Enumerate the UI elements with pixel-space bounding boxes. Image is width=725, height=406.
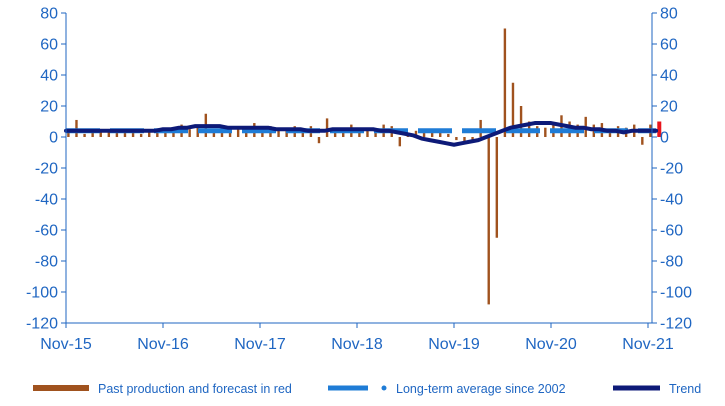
bar [317, 137, 321, 144]
legend-swatch-average-dot [381, 385, 387, 391]
y-tick-label-right: -80 [660, 254, 683, 271]
x-tick-label: Nov-17 [234, 336, 286, 353]
legend: Past production and forecast in red Long… [33, 382, 701, 396]
x-tick-label: Nov-19 [428, 336, 480, 353]
y-tick-label-left: 80 [40, 6, 58, 23]
bar [495, 137, 499, 238]
bar [123, 130, 127, 137]
y-tick-label-left: -120 [26, 316, 58, 333]
legend-label-average: Long-term average since 2002 [396, 382, 566, 396]
y-tick-label-left: -60 [35, 223, 58, 240]
bar [139, 133, 143, 137]
bar [503, 28, 507, 137]
x-tick-label: Nov-16 [137, 336, 189, 353]
y-tick-label-right: 80 [660, 6, 678, 23]
x-tick-label: Nov-18 [331, 336, 383, 353]
bar [212, 132, 216, 137]
x-tick-label: Nov-20 [525, 336, 577, 353]
bar [277, 129, 280, 137]
bar [67, 132, 70, 137]
bar-forecast [657, 121, 662, 137]
bar [414, 130, 418, 137]
legend-swatch-production [33, 385, 89, 391]
y-tick-label-left: 20 [40, 99, 58, 116]
bar [99, 130, 102, 137]
bar [148, 132, 151, 137]
trend-line [64, 121, 659, 147]
bar [511, 82, 515, 137]
y-tick-label-left: -80 [35, 254, 58, 271]
trend-line-layer [64, 121, 659, 147]
bar [115, 132, 119, 137]
bar [156, 132, 159, 137]
y-tick-label-right: -20 [660, 161, 683, 178]
y-tick-label-left: -20 [35, 161, 58, 178]
y-tick-label-right: -40 [660, 192, 683, 209]
bar [131, 132, 135, 137]
bar [325, 118, 329, 137]
y-tick-label-right: 20 [660, 99, 678, 116]
y-tick-label-left: -100 [26, 285, 58, 302]
bar [236, 126, 240, 137]
bar [455, 137, 458, 141]
bar [439, 130, 442, 137]
bar [366, 130, 369, 137]
y-tick-label-right: -60 [660, 223, 683, 240]
y-tick-label-right: 60 [660, 37, 678, 54]
bar [188, 129, 191, 137]
bar [261, 130, 264, 137]
y-tick-label-right: 0 [660, 130, 669, 147]
y-tick-label-left: 40 [40, 68, 58, 85]
bar [91, 132, 94, 137]
bar [83, 133, 86, 137]
y-tick-label-right: 40 [660, 68, 678, 85]
bar [463, 137, 466, 142]
x-tick-label: Nov-21 [622, 336, 674, 353]
bar [519, 106, 523, 137]
y-tick-label-right: -120 [660, 316, 692, 333]
bar [544, 127, 547, 137]
y-tick-label-left: 60 [40, 37, 58, 54]
bar [641, 137, 644, 145]
y-tick-label-right: -100 [660, 285, 692, 302]
bar [398, 137, 402, 147]
bars-layer [67, 28, 662, 305]
legend-label-production: Past production and forecast in red [98, 382, 292, 396]
legend-label-trend: Trend [669, 382, 701, 396]
bar [196, 126, 199, 137]
y-tick-label-left: 0 [49, 130, 58, 147]
bar [487, 137, 490, 305]
axes-layer: 80 80 60 60 40 40 20 20 0 0 -20 -20 -40 -40 -60 -60 -80 -… [26, 6, 692, 354]
bar [107, 132, 111, 137]
bar [471, 137, 474, 141]
bar [342, 130, 345, 137]
bar [447, 133, 450, 137]
bar [422, 132, 426, 137]
y-tick-label-left: -40 [35, 192, 58, 209]
x-tick-label: Nov-15 [40, 336, 92, 353]
bar [164, 130, 167, 137]
